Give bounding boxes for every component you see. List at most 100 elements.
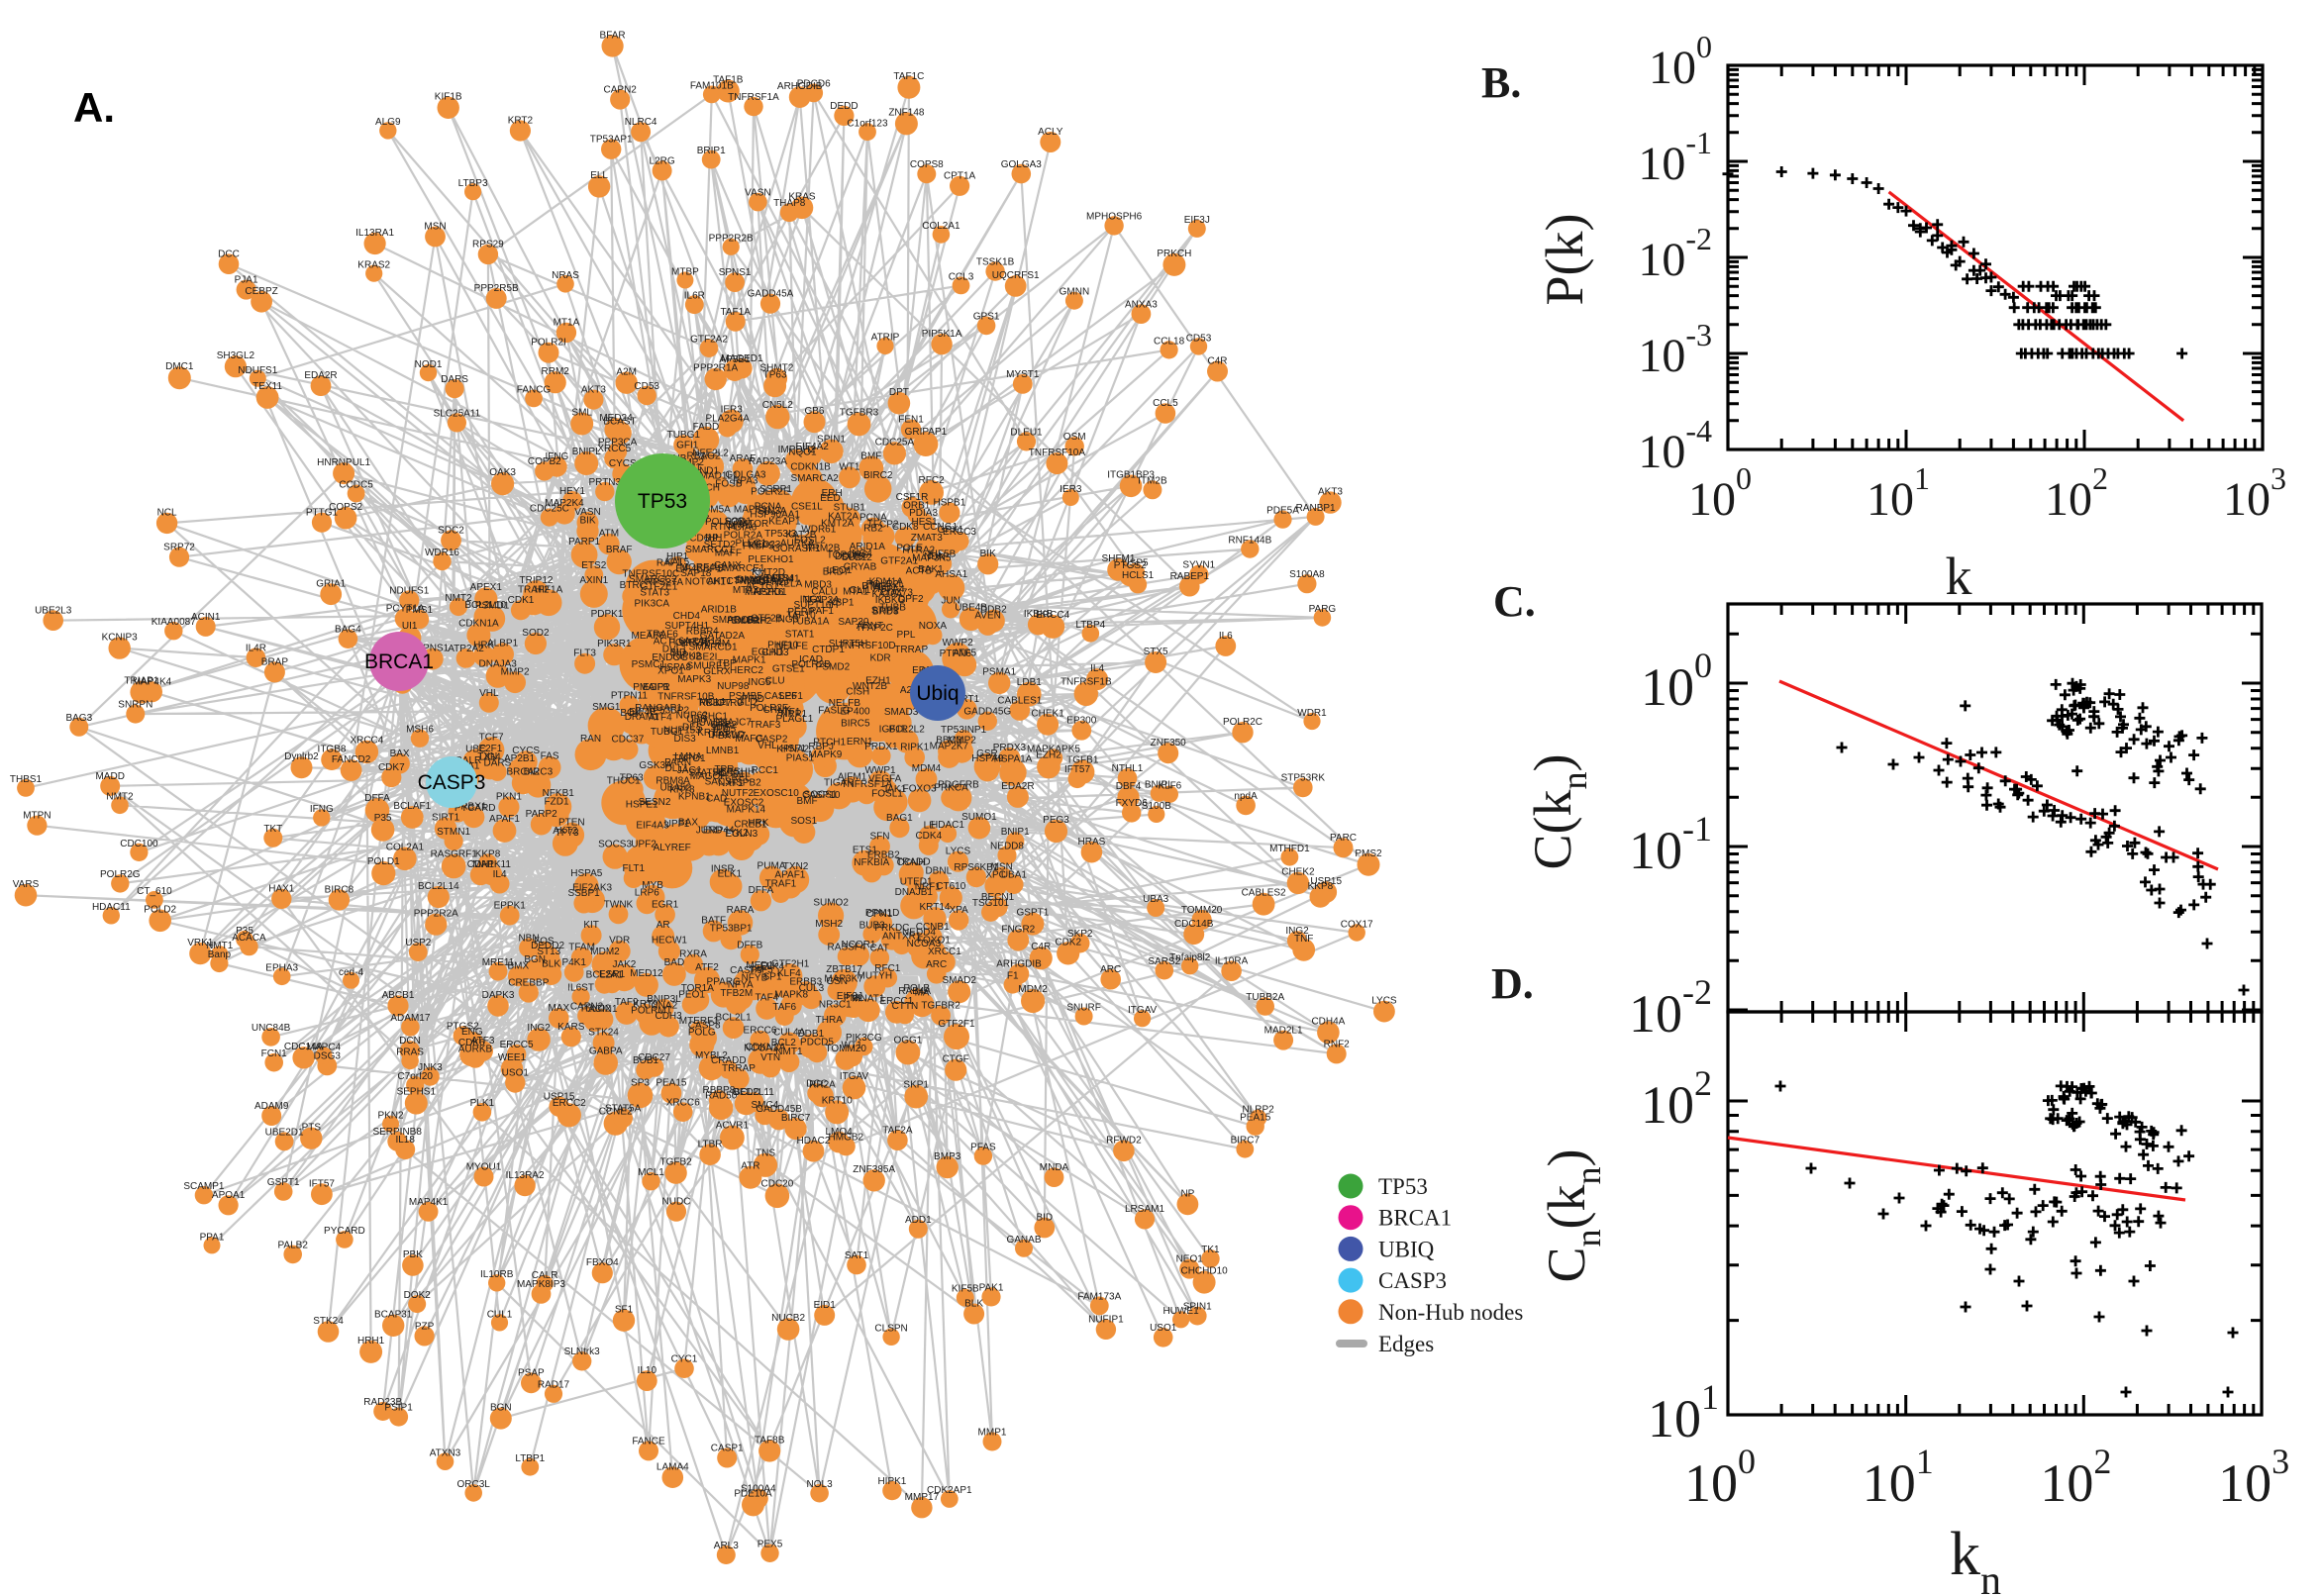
svg-text:MTA2: MTA2 [733, 585, 758, 596]
svg-text:PDIA3: PDIA3 [909, 508, 938, 519]
svg-text:GRIA1: GRIA1 [316, 578, 346, 589]
svg-text:FXYD6: FXYD6 [1116, 798, 1149, 809]
svg-text:EIF4A3: EIF4A3 [636, 821, 669, 832]
svg-text:SUMO2: SUMO2 [813, 898, 849, 909]
svg-text:MAD1L1: MAD1L1 [700, 471, 739, 482]
svg-text:MEAF6: MEAF6 [632, 631, 665, 642]
svg-text:CSE1L: CSE1L [791, 501, 823, 512]
svg-text:EIF4E: EIF4E [629, 707, 656, 718]
svg-text:TRRAP: TRRAP [894, 645, 928, 655]
svg-text:ERCC3: ERCC3 [943, 527, 976, 538]
svg-text:BIRC7: BIRC7 [1231, 1136, 1261, 1147]
svg-text:TP63: TP63 [763, 369, 787, 380]
svg-text:APAF1: APAF1 [774, 869, 805, 880]
svg-text:FAM101B: FAM101B [690, 81, 734, 92]
svg-text:GB6: GB6 [804, 406, 824, 417]
svg-text:CAD: CAD [706, 794, 727, 805]
svg-text:IL6R: IL6R [684, 290, 705, 301]
svg-text:FASLG: FASLG [818, 706, 850, 717]
svg-text:MAPK14: MAPK14 [727, 805, 766, 816]
svg-text:MYOU1: MYOU1 [466, 1162, 502, 1173]
svg-text:MAPK8: MAPK8 [774, 990, 808, 1001]
svg-text:LTBR: LTBR [698, 1139, 723, 1149]
svg-text:ST13: ST13 [537, 947, 560, 957]
svg-text:ERH: ERH [822, 488, 843, 499]
svg-text:NCOR1: NCOR1 [841, 940, 875, 950]
svg-text:IHH: IHH [705, 533, 722, 544]
svg-text:PEG3: PEG3 [1043, 815, 1069, 826]
svg-text:BATF: BATF [701, 915, 726, 926]
svg-text:SHMT2: SHMT2 [759, 363, 793, 374]
svg-text:10-1: 10-1 [1629, 809, 1712, 880]
svg-text:GOLGA3: GOLGA3 [1001, 159, 1043, 170]
svg-text:GMNN: GMNN [1060, 287, 1090, 298]
svg-text:IMPDH2: IMPDH2 [778, 445, 816, 455]
svg-text:TP53BP2: TP53BP2 [647, 706, 689, 717]
svg-text:POLR2D: POLR2D [705, 517, 745, 528]
svg-text:PRKDC: PRKDC [874, 923, 909, 934]
svg-text:HDAC11: HDAC11 [92, 902, 131, 913]
svg-text:PALB2: PALB2 [278, 1241, 309, 1251]
svg-text:SPNS1: SPNS1 [416, 644, 449, 654]
svg-text:PTGS2: PTGS2 [1114, 560, 1147, 571]
svg-text:TUBG1: TUBG1 [651, 727, 684, 738]
svg-text:ABCB1: ABCB1 [382, 990, 415, 1001]
svg-text:AP3B1: AP3B1 [719, 354, 751, 365]
svg-text:TAF5: TAF5 [750, 964, 773, 975]
svg-text:KRAS2: KRAS2 [357, 260, 390, 271]
svg-text:ACTB: ACTB [906, 566, 933, 577]
svg-text:PBK: PBK [403, 1249, 423, 1260]
svg-text:BMF: BMF [860, 451, 881, 462]
svg-text:ZNF350: ZNF350 [1151, 738, 1187, 748]
svg-text:TP53AP1: TP53AP1 [590, 135, 633, 146]
svg-text:PLEKHO1: PLEKHO1 [748, 554, 794, 565]
svg-text:ARID1A: ARID1A [850, 542, 885, 552]
svg-text:A2M: A2M [616, 367, 637, 378]
svg-text:SESN2: SESN2 [639, 797, 671, 808]
svg-text:BNIPL: BNIPL [1145, 780, 1173, 791]
svg-text:RPRM: RPRM [701, 639, 730, 649]
svg-text:STK24: STK24 [588, 1027, 619, 1038]
svg-text:GPX1: GPX1 [938, 525, 964, 536]
svg-text:TOR1A: TOR1A [681, 983, 714, 994]
svg-text:EDA2R: EDA2R [304, 370, 337, 381]
svg-text:IFT57: IFT57 [1064, 764, 1091, 775]
svg-text:PSMC1: PSMC1 [632, 659, 666, 670]
svg-text:ELK4: ELK4 [760, 961, 785, 972]
svg-text:PIAS1: PIAS1 [786, 752, 815, 763]
svg-text:EGR1: EGR1 [652, 900, 679, 911]
svg-text:MA: MA [915, 987, 930, 998]
svg-text:NLRC4: NLRC4 [625, 117, 657, 128]
svg-text:CDC73: CDC73 [880, 588, 913, 599]
svg-text:TNFRSF1A: TNFRSF1A [728, 92, 779, 103]
svg-text:ETS2: ETS2 [581, 560, 606, 571]
svg-text:BCL2L11: BCL2L11 [734, 1087, 774, 1098]
svg-text:UPF1: UPF1 [664, 819, 690, 830]
svg-text:RRM2: RRM2 [542, 366, 570, 377]
svg-text:DRAM1: DRAM1 [625, 712, 659, 723]
svg-text:WWP2: WWP2 [943, 638, 974, 648]
svg-text:NP: NP [1180, 1188, 1194, 1199]
svg-text:MSH2: MSH2 [815, 919, 843, 930]
svg-text:C.: C. [1493, 577, 1536, 626]
svg-text:NRP1: NRP1 [780, 709, 807, 720]
svg-text:CDC27: CDC27 [638, 1052, 670, 1063]
svg-text:BRAP: BRAP [261, 656, 289, 667]
svg-text:SMARCB1: SMARCB1 [712, 615, 760, 626]
svg-text:Edges: Edges [1378, 1332, 1434, 1356]
svg-text:WNT2B: WNT2B [853, 681, 887, 692]
svg-text:CTNNB1: CTNNB1 [726, 576, 765, 587]
svg-text:NDUFS1: NDUFS1 [238, 365, 277, 376]
svg-text:PLK1: PLK1 [470, 1098, 495, 1109]
svg-text:ATF1: ATF1 [777, 707, 801, 718]
svg-text:NBN: NBN [518, 934, 539, 945]
svg-text:GTF2B: GTF2B [751, 614, 783, 625]
svg-text:AKT2: AKT2 [553, 826, 577, 837]
svg-text:TRRAP: TRRAP [722, 1063, 756, 1074]
svg-text:ORB1: ORB1 [903, 500, 931, 511]
svg-text:JUN: JUN [941, 595, 960, 606]
svg-text:BRD8: BRD8 [872, 606, 899, 617]
svg-text:GPS1: GPS1 [973, 312, 1000, 323]
svg-text:BCL2A1: BCL2A1 [586, 970, 624, 981]
svg-text:MAFG: MAFG [735, 734, 763, 745]
